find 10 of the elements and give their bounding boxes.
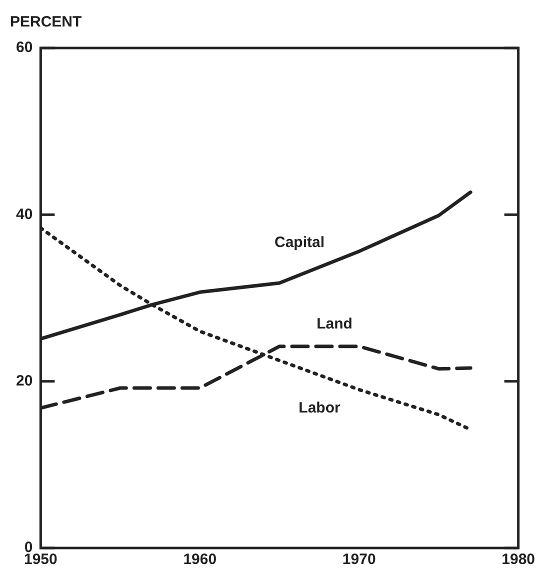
y-axis-title: PERCENT [10, 14, 82, 31]
x-tick-label: 1980 [502, 551, 536, 568]
y-tick-label: 20 [16, 372, 33, 390]
y-tick-label: 60 [16, 39, 33, 56]
x-tick-label: 1970 [342, 551, 376, 568]
series-label: Land [316, 315, 352, 332]
x-tick-label: 1960 [183, 551, 217, 568]
series-label: Labor [298, 400, 340, 417]
series-label: Capital [274, 234, 325, 252]
y-tick-label: 40 [16, 206, 33, 223]
